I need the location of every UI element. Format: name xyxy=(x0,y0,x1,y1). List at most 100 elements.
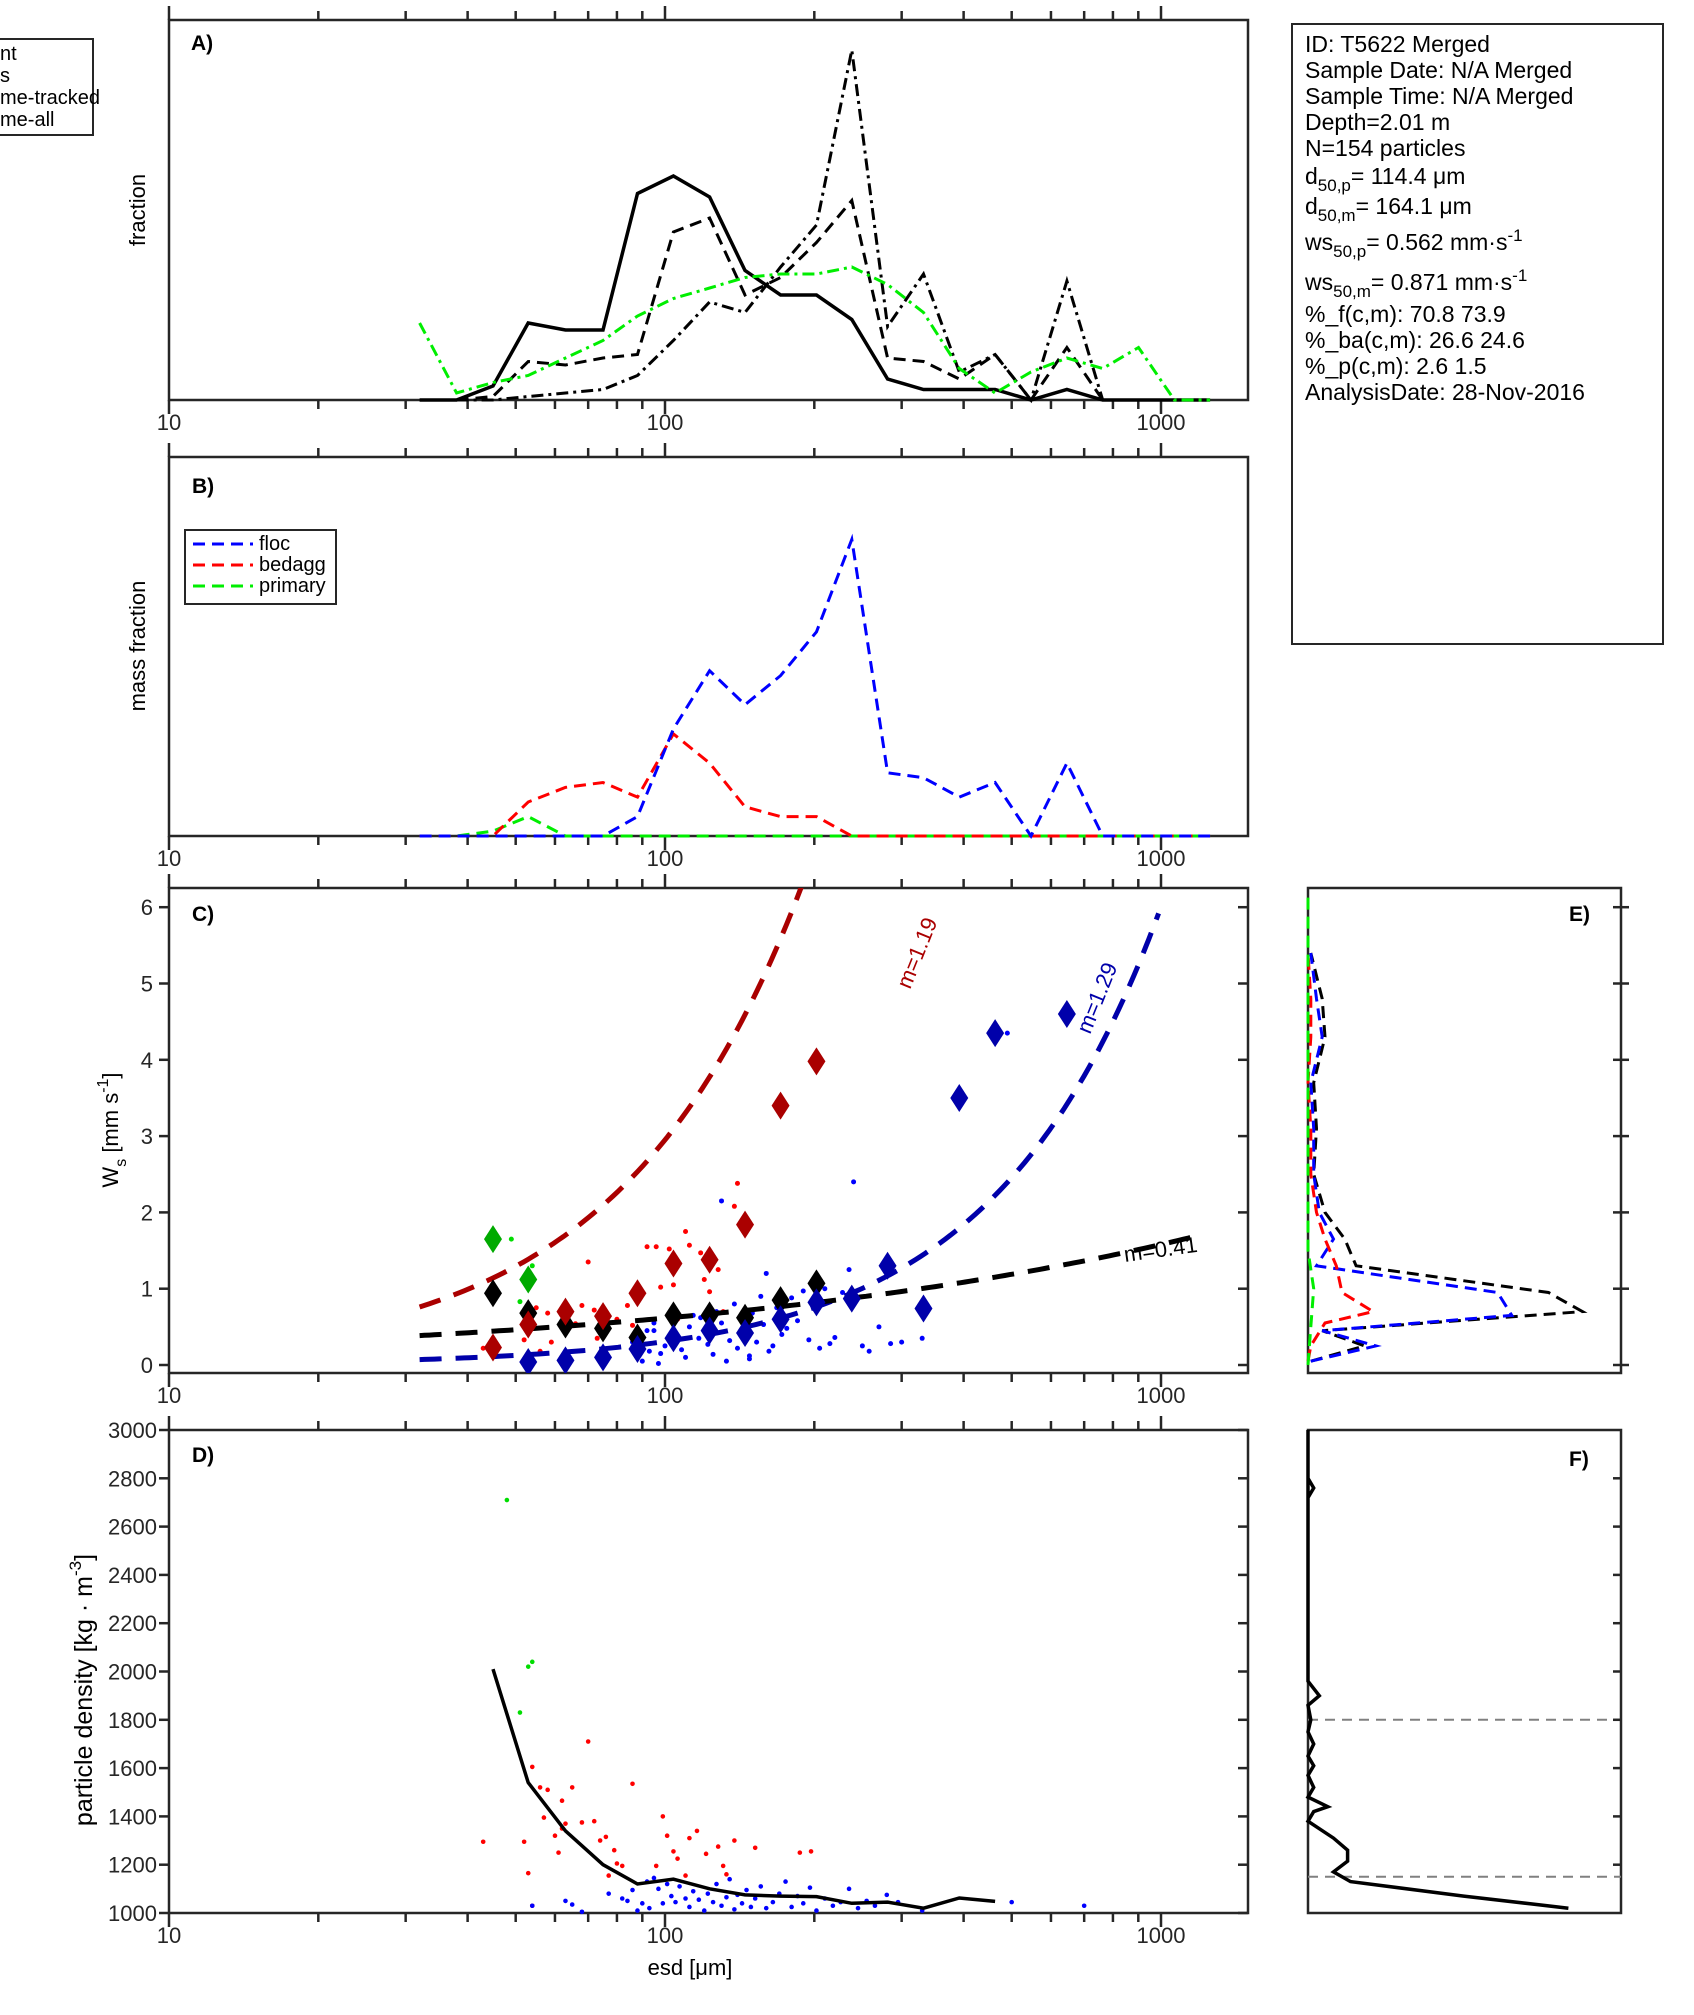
median-density-line xyxy=(491,1668,996,1910)
series-line-bedagg xyxy=(1306,952,1377,1362)
series-line-floc xyxy=(419,533,1211,839)
point-primary xyxy=(517,1299,523,1305)
point-floc xyxy=(677,1884,682,1889)
point-primary xyxy=(517,1710,523,1715)
point-bedagg xyxy=(619,1863,625,1869)
point-floc xyxy=(800,1901,806,1906)
point-floc xyxy=(630,1887,635,1893)
point-bedagg xyxy=(594,1335,600,1341)
mean-marker-bedagg xyxy=(736,1210,755,1239)
point-floc xyxy=(832,1335,838,1341)
point-bedagg xyxy=(694,1828,700,1834)
panel-a: 10 100 1000 A) fraction xyxy=(125,6,1250,435)
point-floc xyxy=(640,1901,645,1906)
point-floc xyxy=(814,1908,819,1913)
point-floc xyxy=(754,1339,760,1345)
fit-line-floc fit xyxy=(419,912,1161,1363)
y-tick-label: 1800 xyxy=(108,1708,157,1733)
y-axis-title-d: particle density [kg · m-3] xyxy=(66,1554,98,1826)
legend-entry: primary xyxy=(259,575,326,597)
point-floc xyxy=(655,1360,661,1366)
point-floc xyxy=(579,1909,585,1915)
mean-marker-bedagg xyxy=(771,1091,790,1120)
point-floc xyxy=(763,1905,769,1911)
point-floc xyxy=(660,1901,666,1906)
info-ws50m: ws50,m= 0.871 mm·s-1 xyxy=(1305,266,1528,301)
point-floc xyxy=(784,1325,790,1331)
point-bedagg xyxy=(480,1839,486,1845)
point-floc xyxy=(800,1288,806,1294)
point-floc xyxy=(830,1903,836,1909)
series-line-green xyxy=(418,265,1211,402)
point-floc xyxy=(529,1903,535,1909)
panel-label-f: F) xyxy=(1569,1448,1589,1471)
legend-box xyxy=(0,38,94,136)
series-line-floc xyxy=(1309,952,1515,1363)
y-axis-title-a: fraction xyxy=(125,174,150,246)
legend-entry: me-tracked xyxy=(0,87,100,109)
point-floc xyxy=(656,1886,661,1892)
x-tick-label: 10 xyxy=(157,1923,181,1948)
point-floc xyxy=(696,1897,702,1903)
point-floc xyxy=(625,1898,630,1904)
info-id: ID: T5622 Merged xyxy=(1305,31,1490,57)
y-tick-label: 1000 xyxy=(108,1901,157,1926)
point-floc xyxy=(639,1358,645,1364)
series-line-bedagg xyxy=(419,731,1211,838)
legend-entry: bedagg xyxy=(259,554,326,576)
legend-box xyxy=(184,529,337,605)
point-floc xyxy=(763,1270,769,1276)
point-bedagg xyxy=(559,1798,565,1804)
point-floc xyxy=(673,1899,678,1905)
point-floc xyxy=(619,1896,625,1901)
y-tick-label: 1 xyxy=(141,1277,153,1302)
point-floc xyxy=(644,1328,650,1334)
point-floc xyxy=(789,1904,794,1910)
panel-e: E) xyxy=(1306,886,1629,1375)
point-floc xyxy=(866,1348,872,1354)
point-bedagg xyxy=(666,1246,672,1252)
legend-entry: nt xyxy=(0,43,17,65)
point-bedagg xyxy=(720,1863,726,1869)
point-floc xyxy=(806,1337,812,1343)
y-tick-label: 1200 xyxy=(108,1853,157,1878)
x-tick-label: 1000 xyxy=(1137,410,1186,435)
point-bedagg xyxy=(630,1781,635,1787)
mean-marker-floc xyxy=(556,1346,575,1373)
point-floc xyxy=(789,1295,795,1301)
info-pct-floc: %_f(c,m): 70.8 73.9 xyxy=(1305,301,1506,327)
legend-entry: floc xyxy=(259,533,290,555)
point-bedagg xyxy=(591,1307,597,1313)
mean-marker-floc xyxy=(878,1251,897,1280)
panel-label-e: E) xyxy=(1569,903,1590,926)
point-floc xyxy=(687,1904,692,1910)
mean-marker-primary xyxy=(519,1265,538,1294)
mean-marker-floc xyxy=(1057,1000,1076,1029)
mean-marker-floc xyxy=(664,1324,683,1353)
point-bedagg xyxy=(585,1739,591,1744)
mean-marker-bedagg xyxy=(556,1297,575,1326)
series-line-dashed xyxy=(456,197,1104,403)
point-bedagg xyxy=(563,1821,568,1826)
point-bedagg xyxy=(797,1850,803,1855)
series-line-solid xyxy=(419,174,1211,402)
y-title-part: [mm s xyxy=(98,1093,123,1159)
point-floc xyxy=(727,1876,732,1882)
point-bedagg xyxy=(752,1845,758,1851)
y-title-part: W xyxy=(98,1167,123,1188)
point-floc xyxy=(919,1335,925,1341)
point-bedagg xyxy=(703,1851,709,1857)
mean-marker-bedagg xyxy=(700,1245,719,1274)
plot-frame xyxy=(1306,886,1623,1375)
point-floc xyxy=(664,1881,670,1887)
series-line-density distribution xyxy=(1305,1430,1569,1910)
point-bedagg xyxy=(808,1849,814,1854)
plot-frame xyxy=(167,18,1250,402)
point-bedagg xyxy=(734,1180,740,1186)
y-tick-label: 2400 xyxy=(108,1563,157,1588)
series-line-primary xyxy=(419,814,1211,838)
point-bedagg xyxy=(545,1787,550,1793)
point-bedagg xyxy=(579,1302,585,1308)
point-bedagg xyxy=(701,1277,707,1283)
